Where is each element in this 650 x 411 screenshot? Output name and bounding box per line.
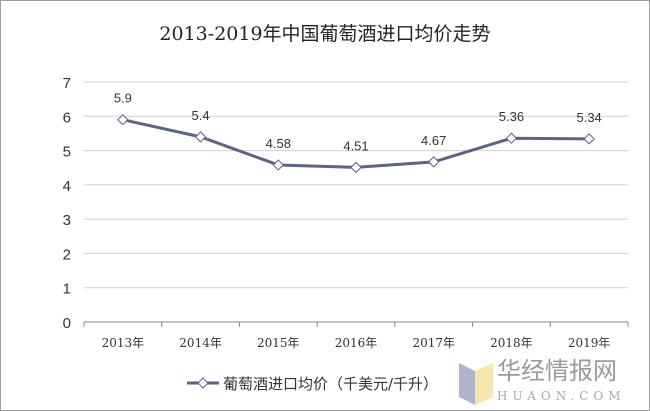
data-point xyxy=(583,133,595,145)
data-point xyxy=(505,132,518,144)
y-tick-label: 3 xyxy=(63,212,71,229)
data-point xyxy=(194,131,207,143)
x-tick-label: 2014年 xyxy=(179,336,222,350)
x-tick-label: 2019年 xyxy=(568,336,611,350)
chart-title: 2013-2019年中国葡萄酒进口均价走势 xyxy=(159,23,491,45)
x-tick-label: 2018年 xyxy=(490,336,533,350)
watermark-text: 华经情报网 xyxy=(497,357,617,385)
data-point xyxy=(350,161,362,174)
data-label: 4.67 xyxy=(421,133,446,148)
watermark-url: HUAON.COM xyxy=(497,389,626,403)
data-label: 5.4 xyxy=(192,108,210,123)
data-point xyxy=(428,156,440,168)
legend-label: 葡萄酒进口均价（千美元/千升） xyxy=(223,375,438,393)
data-label: 5.36 xyxy=(499,109,524,124)
y-tick-label: 5 xyxy=(63,144,71,161)
data-point xyxy=(272,159,284,171)
data-label: 5.9 xyxy=(114,91,132,106)
y-tick-label: 0 xyxy=(63,315,71,332)
legend-marker xyxy=(197,377,209,389)
data-label: 4.51 xyxy=(343,138,368,153)
x-tick-label: 2015年 xyxy=(257,336,300,350)
x-tick-label: 2017年 xyxy=(412,336,455,350)
x-tick-label: 2013年 xyxy=(102,336,145,350)
x-tick-label: 2016年 xyxy=(335,336,378,350)
y-tick-label: 2 xyxy=(63,246,71,263)
y-tick-label: 7 xyxy=(63,75,71,92)
watermark-logo: 华经情报网 HUAON.COM xyxy=(457,357,647,409)
y-tick-label: 1 xyxy=(63,281,71,298)
data-point xyxy=(117,114,129,126)
data-label: 5.34 xyxy=(576,110,601,125)
watermark-book-icon xyxy=(459,363,493,405)
y-tick-label: 4 xyxy=(63,178,71,195)
y-tick-label: 6 xyxy=(63,109,71,126)
data-label: 4.58 xyxy=(266,136,291,151)
